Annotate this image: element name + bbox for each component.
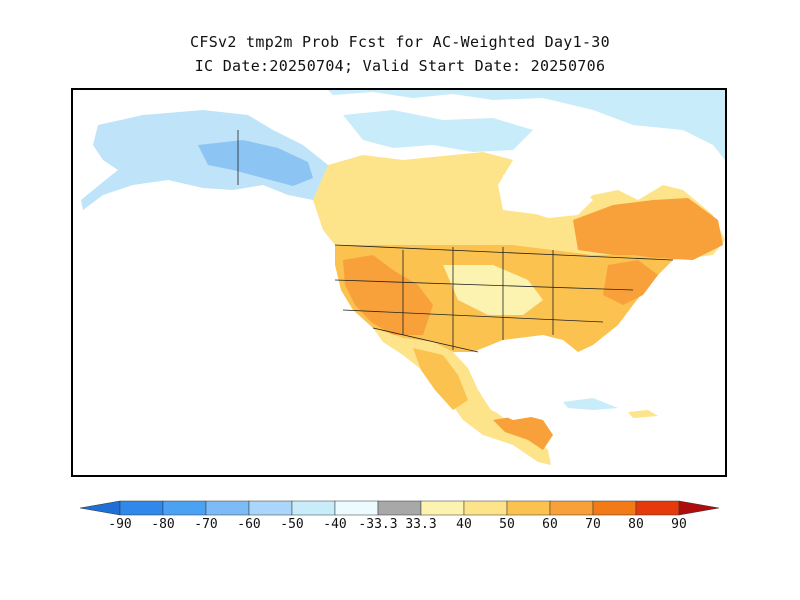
colorbar-swatch bbox=[162, 500, 207, 516]
colorbar-swatch bbox=[506, 500, 551, 516]
colorbar-swatch bbox=[205, 500, 250, 516]
arctic-islands bbox=[328, 90, 725, 160]
colorbar-swatch bbox=[635, 500, 680, 516]
arctic-islands-b bbox=[343, 110, 533, 152]
chart-subtitle: IC Date:20250704; Valid Start Date: 2025… bbox=[194, 57, 606, 75]
northeast-warm bbox=[603, 260, 658, 305]
colorbar-swatch bbox=[291, 500, 336, 516]
colorbar-tick-label: -33.3 bbox=[358, 517, 398, 532]
colorbar-tick-label: -90 bbox=[108, 517, 132, 532]
colorbar bbox=[78, 500, 728, 524]
colorbar-arrow-right bbox=[678, 500, 720, 516]
usa-central-pale bbox=[443, 265, 543, 315]
colorbar-tick-label: -50 bbox=[280, 517, 304, 532]
colorbar-swatch bbox=[119, 500, 164, 516]
gulf-of-mexico bbox=[478, 370, 553, 420]
mexico-warm bbox=[413, 348, 468, 410]
colorbar-swatch bbox=[377, 500, 422, 516]
colorbar-arrow-left bbox=[79, 500, 121, 516]
hispaniola bbox=[628, 410, 658, 418]
state-boundaries bbox=[237, 130, 674, 353]
colorbar-swatch bbox=[248, 500, 293, 516]
chart-title: CFSv2 tmp2m Prob Fcst for AC-Weighted Da… bbox=[190, 33, 610, 51]
colorbar-tick-label: 70 bbox=[585, 517, 601, 532]
colorbar-graphic bbox=[79, 500, 720, 516]
colorbar-tick-label: 33.3 bbox=[405, 517, 437, 532]
colorbar-tick-label: -40 bbox=[323, 517, 347, 532]
colorbar-swatch bbox=[463, 500, 508, 516]
colorbar-swatch bbox=[420, 500, 465, 516]
forecast-map bbox=[71, 88, 727, 477]
colorbar-tick-label: -70 bbox=[194, 517, 218, 532]
colorbar-tick-label: -60 bbox=[237, 517, 261, 532]
map-canvas bbox=[81, 90, 725, 465]
colorbar-tick-label: -80 bbox=[151, 517, 175, 532]
colorbar-tick-label: 50 bbox=[499, 517, 515, 532]
central-america bbox=[493, 415, 553, 450]
quebec-warm bbox=[573, 198, 723, 260]
colorbar-swatch bbox=[549, 500, 594, 516]
colorbar-swatch bbox=[592, 500, 637, 516]
colorbar-tick-label: 90 bbox=[671, 517, 687, 532]
alaska-cold-core bbox=[198, 140, 313, 186]
colorbar-tick-label: 60 bbox=[542, 517, 558, 532]
usa-west-warm bbox=[343, 255, 433, 335]
hudson-bay bbox=[503, 170, 593, 218]
colorbar-tick-label: 40 bbox=[456, 517, 472, 532]
cuba bbox=[563, 398, 618, 410]
colorbar-swatch bbox=[334, 500, 379, 516]
colorbar-tick-label: 80 bbox=[628, 517, 644, 532]
